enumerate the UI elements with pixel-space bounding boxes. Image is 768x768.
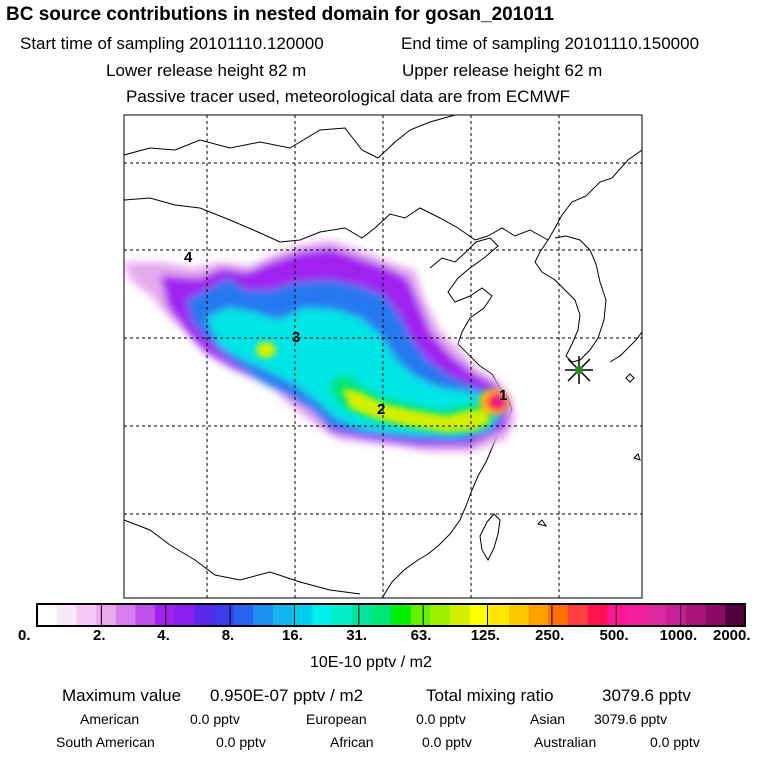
asian-value: 3079.6 pptv: [594, 711, 668, 727]
upper-height-label: Upper release height 62 m: [402, 61, 603, 80]
end-time-label: End time of sampling 20101110.150000: [401, 34, 700, 53]
max-value-label: Maximum value: [62, 686, 182, 705]
colorbar-tick-label: 500.: [599, 627, 629, 644]
coast-japan: [609, 331, 642, 363]
colorbar-cell: [96, 604, 117, 626]
colorbar-tick-label: 8.: [221, 627, 235, 644]
asian-label: Asian: [530, 711, 566, 727]
colorbar-cell: [430, 604, 451, 626]
colorbar-cell: [548, 604, 569, 626]
marker-label-2: 2: [377, 401, 385, 418]
colorbar-cell: [587, 604, 608, 626]
colorbar-cell: [351, 604, 372, 626]
colorbar-tick-label: 2.: [93, 627, 106, 644]
colorbar-cell: [371, 604, 392, 626]
australian-value: 0.0 pptv: [650, 734, 700, 750]
colorbar-tick-label: 31.: [346, 627, 368, 644]
map-panel: 4 3 2 1: [123, 114, 643, 599]
european-value: 0.0 pptv: [416, 711, 466, 727]
african-value: 0.0 pptv: [422, 734, 472, 750]
plume-yellow: [342, 388, 490, 432]
tracer-note: Passive tracer used, meteorological data…: [126, 87, 571, 106]
american-label: American: [80, 711, 140, 727]
colorbar-tick-label: 63.: [410, 627, 432, 644]
colorbar-cell: [509, 604, 530, 626]
colorbar-cell: [312, 604, 333, 626]
colorbar-cell: [646, 604, 667, 626]
border-inner: [124, 197, 489, 243]
colorbar-tick-label: 250.: [535, 627, 565, 644]
colorbar-cell: [37, 604, 58, 626]
coast-bohai: [429, 237, 499, 345]
border-northeast: [487, 149, 642, 241]
border-north: [124, 115, 456, 159]
colorbar-cell: [233, 604, 254, 626]
colorbar-cell: [332, 604, 353, 626]
colorbar-cell: [115, 604, 136, 626]
colorbar-cell: [607, 604, 628, 626]
colorbar-frame: [36, 603, 746, 627]
max-value: 0.950E-07 pptv / m2: [210, 686, 364, 705]
marker-label-3: 3: [292, 329, 300, 346]
colorbar-cell: [292, 604, 313, 626]
receptor-dot: [575, 366, 583, 374]
colorbar-cell: [450, 604, 471, 626]
colorbar-tick-label: 125.: [470, 627, 500, 644]
total-mixing-label: Total mixing ratio: [426, 686, 554, 705]
colorbar-cell: [253, 604, 274, 626]
colorbar-tick-label: 1000.: [659, 627, 698, 644]
colorbar-cell: [214, 604, 235, 626]
colorbar-cell: [568, 604, 589, 626]
receptor-star-icon: [565, 356, 593, 384]
border-interior: [124, 519, 361, 595]
lower-height-label: Lower release height 82 m: [106, 61, 307, 80]
colorbar-tick-label: 2000.: [713, 627, 751, 644]
south-american-label: South American: [56, 734, 155, 750]
colorbar-cell: [528, 604, 549, 626]
page-title: BC source contributions in nested domain…: [6, 4, 554, 25]
colorbar: [36, 603, 746, 627]
colorbar-cell: [627, 604, 648, 626]
colorbar-tick-label: 16.: [281, 627, 303, 644]
colorbar-cell: [174, 604, 195, 626]
colorbar-cell: [76, 604, 97, 626]
plume-magenta: [494, 396, 504, 406]
colorbar-cell: [391, 604, 412, 626]
colorbar-cell: [56, 604, 77, 626]
colorbar-cell: [135, 604, 156, 626]
south-american-value: 0.0 pptv: [216, 734, 266, 750]
coast-taiwan: [479, 513, 501, 562]
concentration-plume: [124, 240, 515, 452]
colorbar-cell: [725, 604, 746, 626]
plume-yellow-spot: [256, 342, 276, 358]
colorbar-cell: [410, 604, 431, 626]
american-value: 0.0 pptv: [190, 711, 240, 727]
grid-lines: [124, 115, 642, 598]
colorbar-cell: [194, 604, 215, 626]
total-mixing-value: 3079.6 pptv: [602, 686, 691, 705]
map-frame: [123, 114, 643, 599]
colorbar-cell: [155, 604, 176, 626]
marker-label-1: 1: [499, 387, 507, 404]
plume-cyan: [206, 308, 498, 436]
marker-label-4: 4: [184, 249, 193, 266]
colorbar-cell: [469, 604, 490, 626]
colorbar-cell: [705, 604, 726, 626]
australian-label: Australian: [534, 734, 597, 750]
colorbar-cell: [489, 604, 510, 626]
start-time-label: Start time of sampling 20101110.120000: [20, 34, 324, 53]
colorbar-cell: [273, 604, 294, 626]
colorbar-tick-label: 0.: [18, 627, 31, 644]
island-3: [537, 519, 548, 527]
colorbar-tick-label: 4.: [157, 627, 170, 644]
island-1: [625, 373, 635, 383]
island-2: [633, 453, 641, 461]
african-label: African: [330, 734, 374, 750]
colorbar-cell: [666, 604, 687, 626]
colorbar-cell: [686, 604, 707, 626]
coastlines-borders: [124, 115, 642, 598]
colorbar-unit: 10E-10 pptv / m2: [310, 654, 432, 671]
european-label: European: [306, 711, 367, 727]
